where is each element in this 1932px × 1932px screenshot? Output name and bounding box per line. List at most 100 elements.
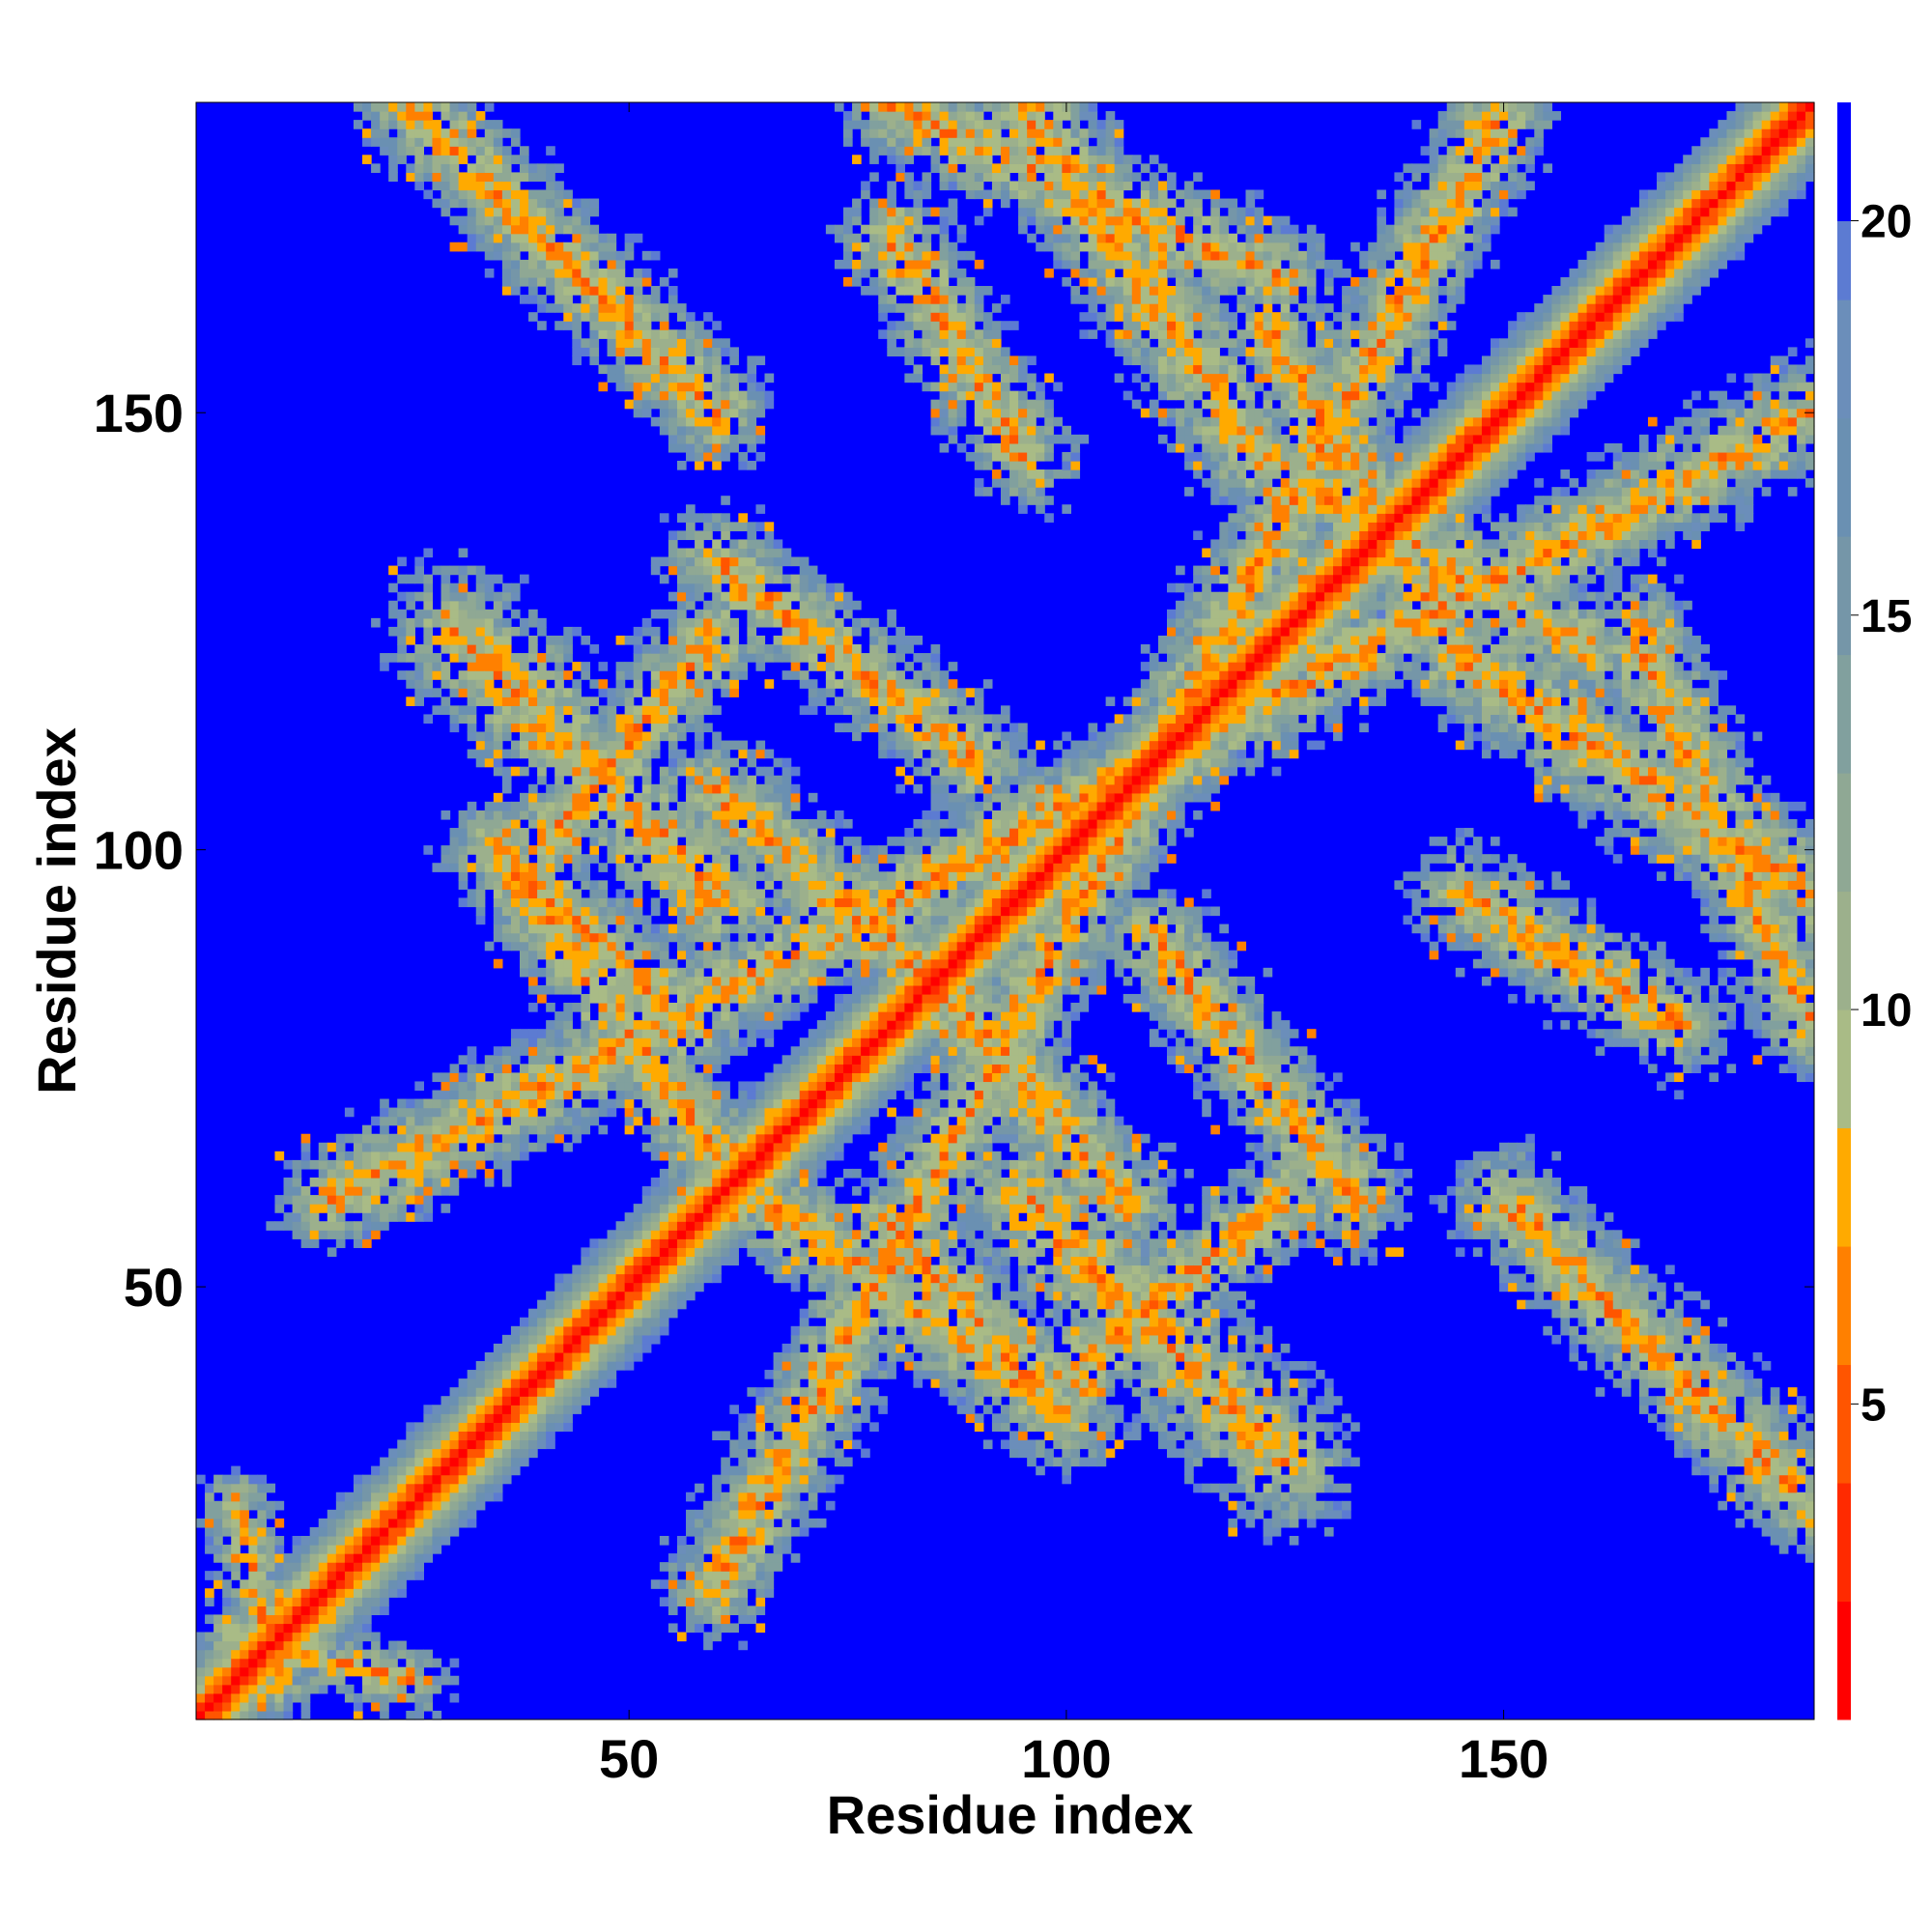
heatmap-cell xyxy=(695,662,704,671)
heatmap-cell xyxy=(712,1133,722,1144)
heatmap-cell xyxy=(335,1553,346,1563)
heatmap-cell xyxy=(475,880,486,890)
heatmap-cell xyxy=(344,1159,355,1170)
heatmap-cell xyxy=(371,1474,381,1485)
heatmap-cell xyxy=(563,845,573,855)
heatmap-cell xyxy=(484,801,495,811)
heatmap-cell xyxy=(501,1431,512,1441)
heatmap-cell xyxy=(607,1291,617,1301)
heatmap-cell xyxy=(781,863,792,872)
heatmap-cell xyxy=(449,1159,460,1170)
heatmap-cell xyxy=(799,1116,810,1126)
heatmap-cell xyxy=(423,1107,434,1118)
heatmap-cell xyxy=(615,635,626,645)
heatmap-cell xyxy=(520,723,529,733)
heatmap-cell xyxy=(546,740,555,751)
heatmap-cell xyxy=(668,1107,678,1118)
heatmap-cell xyxy=(808,1413,818,1423)
heatmap-cell xyxy=(668,967,678,978)
heatmap-cell xyxy=(712,749,722,759)
heatmap-cell xyxy=(546,810,555,820)
heatmap-cell xyxy=(747,845,757,855)
heatmap-cell xyxy=(712,871,722,881)
heatmap-cell xyxy=(572,1055,582,1065)
heatmap-cell xyxy=(712,880,722,890)
heatmap-cell xyxy=(388,155,398,164)
heatmap-cell xyxy=(755,1238,766,1248)
heatmap-cell xyxy=(755,644,766,654)
heatmap-cell xyxy=(528,1405,538,1414)
heatmap-cell xyxy=(501,714,512,724)
heatmap-cell xyxy=(423,635,434,645)
heatmap-cell xyxy=(475,242,486,252)
heatmap-cell xyxy=(624,984,635,995)
heatmap-cell xyxy=(353,1605,363,1616)
heatmap-cell xyxy=(703,810,713,820)
heatmap-cell xyxy=(676,1159,687,1170)
heatmap-cell xyxy=(650,565,661,576)
heatmap-cell xyxy=(213,1658,223,1668)
heatmap-cell xyxy=(546,1317,555,1327)
heatmap-cell xyxy=(406,1186,415,1196)
heatmap-cell xyxy=(773,1256,783,1266)
heatmap-cell xyxy=(615,670,626,680)
heatmap-cell xyxy=(721,1526,730,1537)
heatmap-cell xyxy=(633,312,643,322)
heatmap-cell xyxy=(790,958,801,969)
heatmap-cell xyxy=(686,1579,696,1589)
heatmap-cell xyxy=(808,1212,818,1222)
heatmap-cell xyxy=(703,1142,713,1152)
heatmap-cell xyxy=(738,1422,748,1432)
heatmap-cell xyxy=(598,1046,609,1056)
heatmap-cell xyxy=(414,1186,424,1196)
heatmap-cell xyxy=(641,1020,652,1030)
heatmap-cell xyxy=(501,1142,512,1152)
heatmap-cell xyxy=(747,1238,757,1248)
heatmap-cell xyxy=(397,1675,407,1686)
heatmap-cell xyxy=(423,1692,434,1703)
heatmap-cell xyxy=(729,1159,739,1170)
heatmap-cell xyxy=(676,1553,687,1563)
heatmap-cell xyxy=(738,565,748,576)
heatmap-cell xyxy=(423,845,434,855)
heatmap-cell xyxy=(388,1195,398,1205)
heatmap-cell xyxy=(300,1588,311,1598)
heatmap-cell xyxy=(458,1055,469,1065)
heatmap-cell xyxy=(546,1325,555,1336)
heatmap-cell xyxy=(755,1003,766,1012)
heatmap-cell xyxy=(607,958,617,969)
heatmap-cell xyxy=(755,792,766,803)
heatmap-cell xyxy=(747,1081,757,1092)
heatmap-cell xyxy=(510,242,521,252)
heatmap-cell xyxy=(371,1465,381,1476)
heatmap-cell xyxy=(747,364,757,375)
heatmap-cell xyxy=(650,1325,661,1336)
heatmap-cell xyxy=(292,1649,302,1660)
heatmap-cell xyxy=(414,1124,424,1135)
heatmap-cell xyxy=(380,662,389,671)
heatmap-cell xyxy=(300,1692,311,1703)
heatmap-cell xyxy=(825,600,836,611)
heatmap-cell xyxy=(309,1195,320,1205)
heatmap-cell xyxy=(528,609,538,619)
heatmap-cell xyxy=(703,574,713,584)
heatmap-cell xyxy=(615,766,626,777)
heatmap-cell xyxy=(546,146,555,156)
heatmap-cell xyxy=(721,749,730,759)
heatmap-cell xyxy=(510,923,521,934)
heatmap-cell xyxy=(729,941,739,952)
heatmap-cell xyxy=(432,1405,442,1414)
heatmap-cell xyxy=(423,1553,434,1563)
heatmap-cell xyxy=(668,1081,678,1092)
heatmap-cell xyxy=(335,1500,346,1511)
heatmap-cell xyxy=(816,976,827,986)
heatmap-cell xyxy=(563,696,573,706)
heatmap-cell xyxy=(747,775,757,785)
heatmap-cell xyxy=(563,1361,573,1371)
heatmap-cell xyxy=(615,984,626,995)
heatmap-cell xyxy=(607,766,617,777)
heatmap-cell xyxy=(686,1020,696,1030)
heatmap-cell xyxy=(528,1387,538,1397)
heatmap-cell xyxy=(633,347,643,357)
heatmap-cell xyxy=(755,897,766,908)
